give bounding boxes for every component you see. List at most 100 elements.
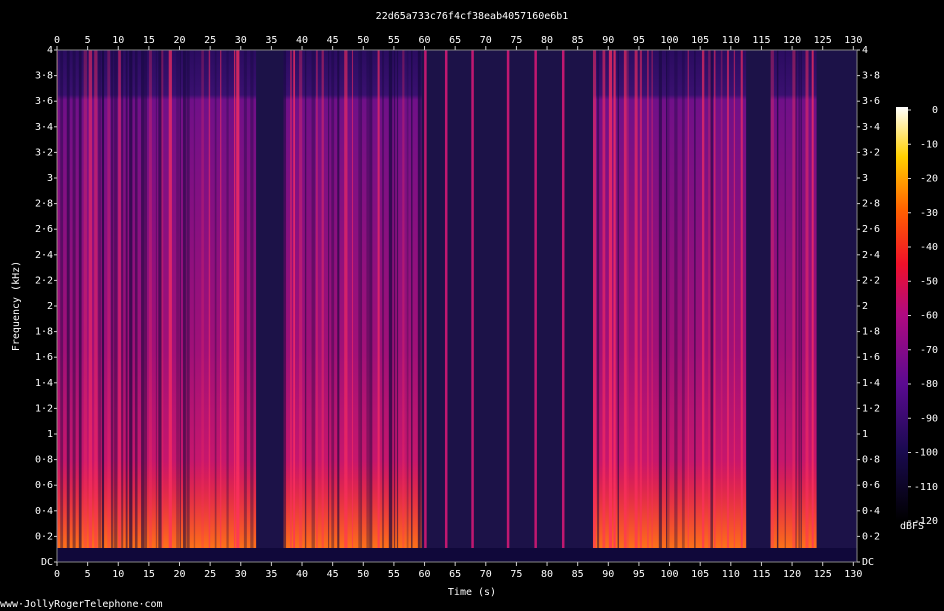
stripe [161,50,164,548]
stripe [811,50,814,548]
y-tick-label: 3·8 [35,71,53,82]
stripe [805,50,809,548]
stripe [627,50,629,548]
x-tick-label: 65 [449,569,461,580]
stripe [701,50,705,548]
stripe [396,50,399,548]
stripe [155,50,158,548]
active-region [592,50,747,548]
stripe [776,50,779,548]
dc-band [57,548,857,562]
y-axis-label: Frequency (kHz) [11,261,22,351]
x-tick-label: 75 [510,569,522,580]
stripe [369,50,373,548]
low-energy [592,459,747,548]
stripe [694,50,696,548]
colorbar-tick-label: -80 [920,379,938,390]
stripe [98,50,102,548]
x-tick-label-top: 45 [327,35,339,46]
stripe [337,50,340,548]
x-tick-label: 30 [235,569,247,580]
stripe [57,50,59,548]
stripe [94,50,98,548]
y-tick-label: 0·8 [35,455,53,466]
x-tick-label: 120 [783,569,801,580]
x-tick-label: 95 [633,569,645,580]
stripe [602,50,606,548]
colorbar-label: dBFS [900,521,924,532]
y-tick-label-right: 0·2 [862,531,880,542]
stripe [283,50,287,548]
stripe [358,50,362,548]
x-tick-label: 80 [541,569,553,580]
stripe [125,50,128,548]
stripe [377,50,380,548]
x-tick-label-top: 85 [572,35,584,46]
colorbar-tick-label: -50 [920,276,938,287]
stripe [118,50,121,548]
x-tick-label-top: 110 [722,35,740,46]
stripe [114,50,118,548]
x-axis-label: Time (s) [448,587,496,598]
stripe [597,50,600,548]
stripe [299,50,303,548]
stripe [72,50,76,548]
stripe [668,50,670,548]
stripe [201,50,204,548]
stripe [250,50,254,548]
stripe [795,50,797,548]
x-tick-label: 115 [752,569,770,580]
y-tick-label-right: 4 [862,45,868,56]
stripe [107,50,111,548]
y-tick-label-right: 2·4 [862,250,880,261]
x-tick-label-top: 15 [143,35,155,46]
x-tick-label-top: 125 [814,35,832,46]
stripe [608,50,613,548]
y-tick-label-right: 2·8 [862,199,880,210]
y-tick-label-right: 2 [862,301,868,312]
x-tick-label: 0 [54,569,60,580]
colorbar-tick-label: 0 [932,105,938,116]
stripe [101,50,105,548]
stripe [651,50,653,548]
y-tick-label-right: 1·8 [862,327,880,338]
y-tick-label-right: 3·8 [862,71,880,82]
colorbar-tick-label: -10 [920,139,938,150]
colorbar-tick-label: -30 [920,208,938,219]
chart-title: 22d65a733c76f4cf38eab4057160e6b1 [376,11,569,22]
stripe [129,50,133,548]
y-tick-label: 0·6 [35,480,53,491]
x-tick-label-top: 50 [357,35,369,46]
stripe [733,50,736,548]
y-tick-label: 3·6 [35,96,53,107]
stripe [674,50,678,548]
x-tick-label: 5 [85,569,91,580]
y-tick-label-right: 1·6 [862,352,880,363]
stripe [144,50,148,548]
x-tick-label: 85 [572,569,584,580]
stripe [290,50,292,548]
y-tick-label: 2·4 [35,250,53,261]
colorbar-tick-label: -20 [920,174,938,185]
footer: www·JollyRogerTelephone·com [0,599,163,610]
x-tick-label-top: 0 [54,35,60,46]
stripe [168,50,172,548]
stripe [406,50,409,548]
stripe [226,50,229,548]
colorbar-tick-label: -100 [914,448,938,459]
x-tick-label-top: 60 [419,35,431,46]
tone [424,50,427,548]
active-region [57,50,257,548]
x-tick-label: 130 [844,569,862,580]
x-tick-label-top: 55 [388,35,400,46]
x-tick-label: 105 [691,569,709,580]
stripe [800,50,802,548]
stripe [710,50,713,548]
x-tick-label-top: 25 [204,35,216,46]
colorbar-tick-label: -70 [920,345,938,356]
stripe [243,50,247,548]
y-tick-label: 3 [47,173,53,184]
tone [534,50,537,548]
x-tick-label-top: 120 [783,35,801,46]
stripe [83,50,87,548]
